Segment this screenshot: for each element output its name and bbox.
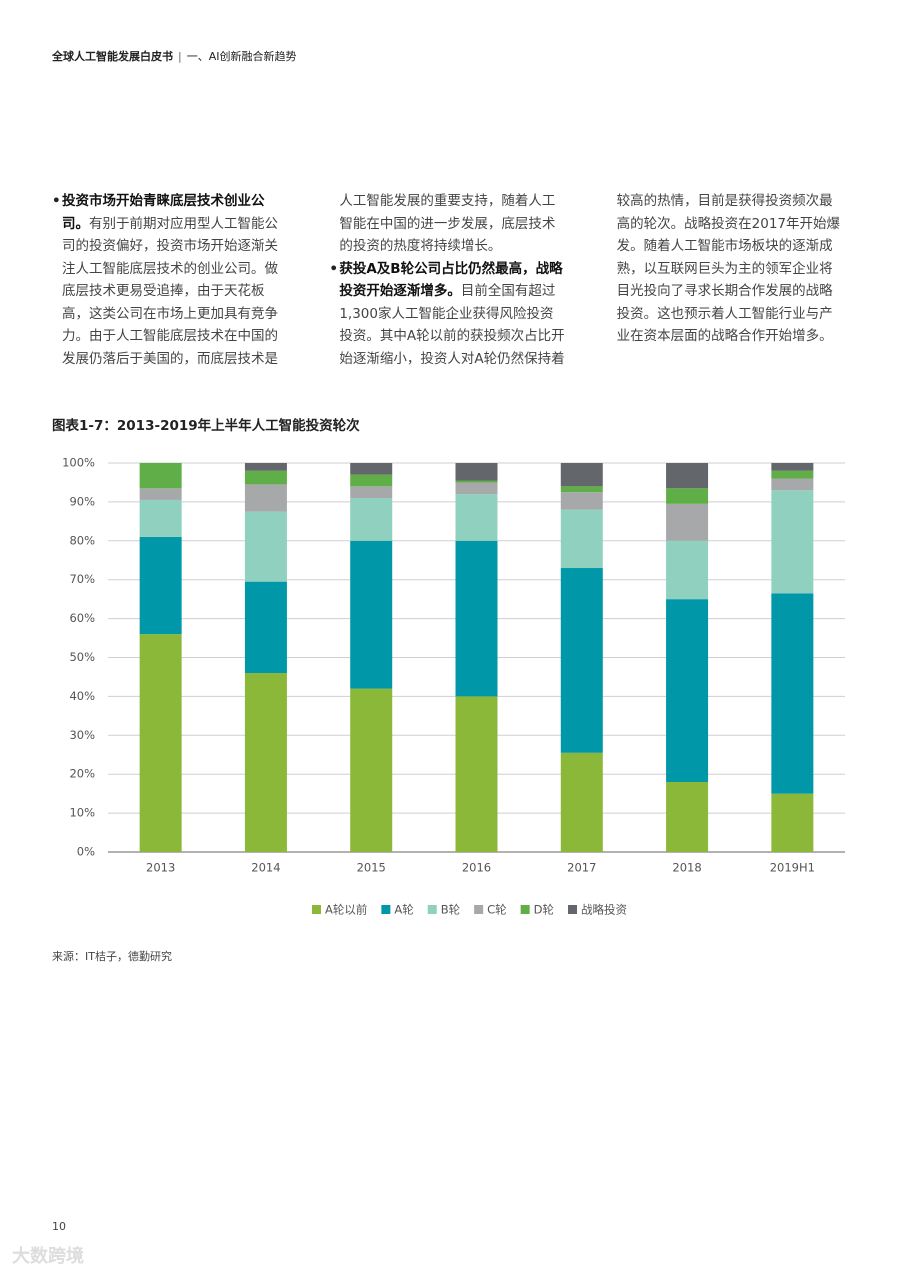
bar-segment — [666, 503, 709, 541]
bar-segment — [771, 490, 814, 594]
bar-segment — [139, 634, 182, 852]
x-tick-label: 2016 — [462, 861, 491, 875]
bar-segment — [560, 486, 603, 493]
bullet-lead: 投资市场开始青睐底层技术创业公司。 — [62, 193, 265, 232]
bar-segment — [560, 509, 603, 569]
bar-segment — [244, 581, 287, 674]
y-tick-label: 50% — [69, 650, 95, 664]
bar-segment — [666, 540, 709, 600]
bar-segment — [350, 540, 393, 689]
bar-segment — [771, 593, 814, 794]
bar-segment — [350, 688, 393, 852]
bar-segment — [771, 463, 814, 471]
legend-label: A轮以前 — [325, 903, 367, 917]
x-tick-label: 2017 — [567, 861, 596, 875]
bar-segment — [560, 568, 603, 753]
bar-segment — [244, 511, 287, 582]
y-tick-label: 80% — [69, 533, 95, 547]
y-tick-label: 0% — [77, 845, 95, 859]
bar-segment — [455, 494, 498, 541]
bar-segment — [560, 463, 603, 487]
header-section: 一、AI创新融合新趋势 — [186, 50, 297, 63]
bullet-text: 有别于前期对应用型人工智能公司的投资偏好，投资市场开始逐渐关注人工智能底层技术的… — [62, 193, 556, 367]
y-tick-label: 10% — [69, 806, 95, 820]
bar-segment — [350, 498, 393, 541]
bar-segment — [455, 696, 498, 852]
y-tick-label: 90% — [69, 494, 95, 508]
bar-segment — [244, 484, 287, 512]
bullet-text: 目前全国有超过1,300家人工智能企业获得风险投资投资。其中A轮以前的获投频次占… — [339, 193, 841, 367]
bar-segment — [455, 482, 498, 495]
bar-segment — [139, 488, 182, 500]
y-tick-label: 30% — [69, 728, 95, 742]
legend-swatch — [520, 905, 530, 914]
header-title: 全球人工智能发展白皮书 — [52, 50, 173, 63]
x-tick-label: 2019H1 — [770, 861, 815, 875]
legend-swatch — [381, 905, 391, 914]
y-tick-label: 70% — [69, 572, 95, 586]
legend-swatch — [568, 905, 578, 914]
legend-label: 战略投资 — [581, 903, 627, 917]
y-tick-label: 60% — [69, 611, 95, 625]
bar-segment — [139, 536, 182, 635]
source: 来源：IT桔子，德勤研究 — [52, 950, 172, 963]
bar-segment — [771, 478, 814, 491]
bullet: 获投A及B轮公司占比仍然最高，战略投资开始逐渐增多。目前全国有超过1,300家人… — [329, 190, 842, 372]
bar-segment — [771, 793, 814, 852]
x-tick-label: 2018 — [672, 861, 701, 875]
bar-segment — [455, 480, 498, 483]
bullet: 投资市场开始青睐底层技术创业公司。有别于前期对应用型人工智能公司的投资偏好，投资… — [52, 190, 565, 372]
y-tick-label: 20% — [69, 767, 95, 781]
bar-segment — [666, 599, 709, 782]
y-tick-label: 100% — [62, 456, 95, 470]
bar-segment — [244, 673, 287, 852]
legend-swatch — [311, 905, 321, 914]
bullet-lead: 获投A及B轮公司占比仍然最高，战略投资开始逐渐增多。 — [339, 260, 563, 300]
legend-label: A轮 — [394, 903, 414, 917]
legend-label: D轮 — [534, 903, 555, 917]
bar-segment — [771, 470, 814, 479]
x-tick-label: 2015 — [357, 861, 386, 875]
body-text: 投资市场开始青睐底层技术创业公司。有别于前期对应用型人工智能公司的投资偏好，投资… — [52, 190, 842, 372]
x-tick-label: 2014 — [251, 861, 280, 875]
bar-segment — [350, 463, 393, 475]
legend-label: C轮 — [487, 903, 507, 917]
x-tick-label: 2013 — [146, 861, 175, 875]
bar-segment — [244, 463, 287, 471]
bar-segment — [139, 463, 182, 489]
bar-segment — [350, 486, 393, 499]
bar-segment — [244, 470, 287, 485]
bar-segment — [666, 488, 709, 504]
legend-label: B轮 — [441, 903, 461, 917]
bar-segment — [455, 463, 498, 481]
bar-segment — [666, 781, 709, 852]
header: 全球人工智能发展白皮书 | 一、AI创新融合新趋势 — [52, 50, 297, 63]
page-number: 10 — [52, 1220, 66, 1233]
bar-segment — [666, 463, 709, 489]
bar-segment — [560, 492, 603, 510]
watermark: 大数跨境 — [12, 1246, 84, 1267]
bar-segment — [560, 752, 603, 852]
legend-swatch — [427, 905, 437, 914]
legend-swatch — [474, 905, 484, 914]
chart-title: 图表1-7：2013-2019年上半年人工智能投资轮次 — [52, 418, 360, 434]
bar-segment — [455, 540, 498, 697]
bar-segment — [139, 499, 182, 537]
y-tick-label: 40% — [69, 689, 95, 703]
bar-segment — [350, 474, 393, 487]
